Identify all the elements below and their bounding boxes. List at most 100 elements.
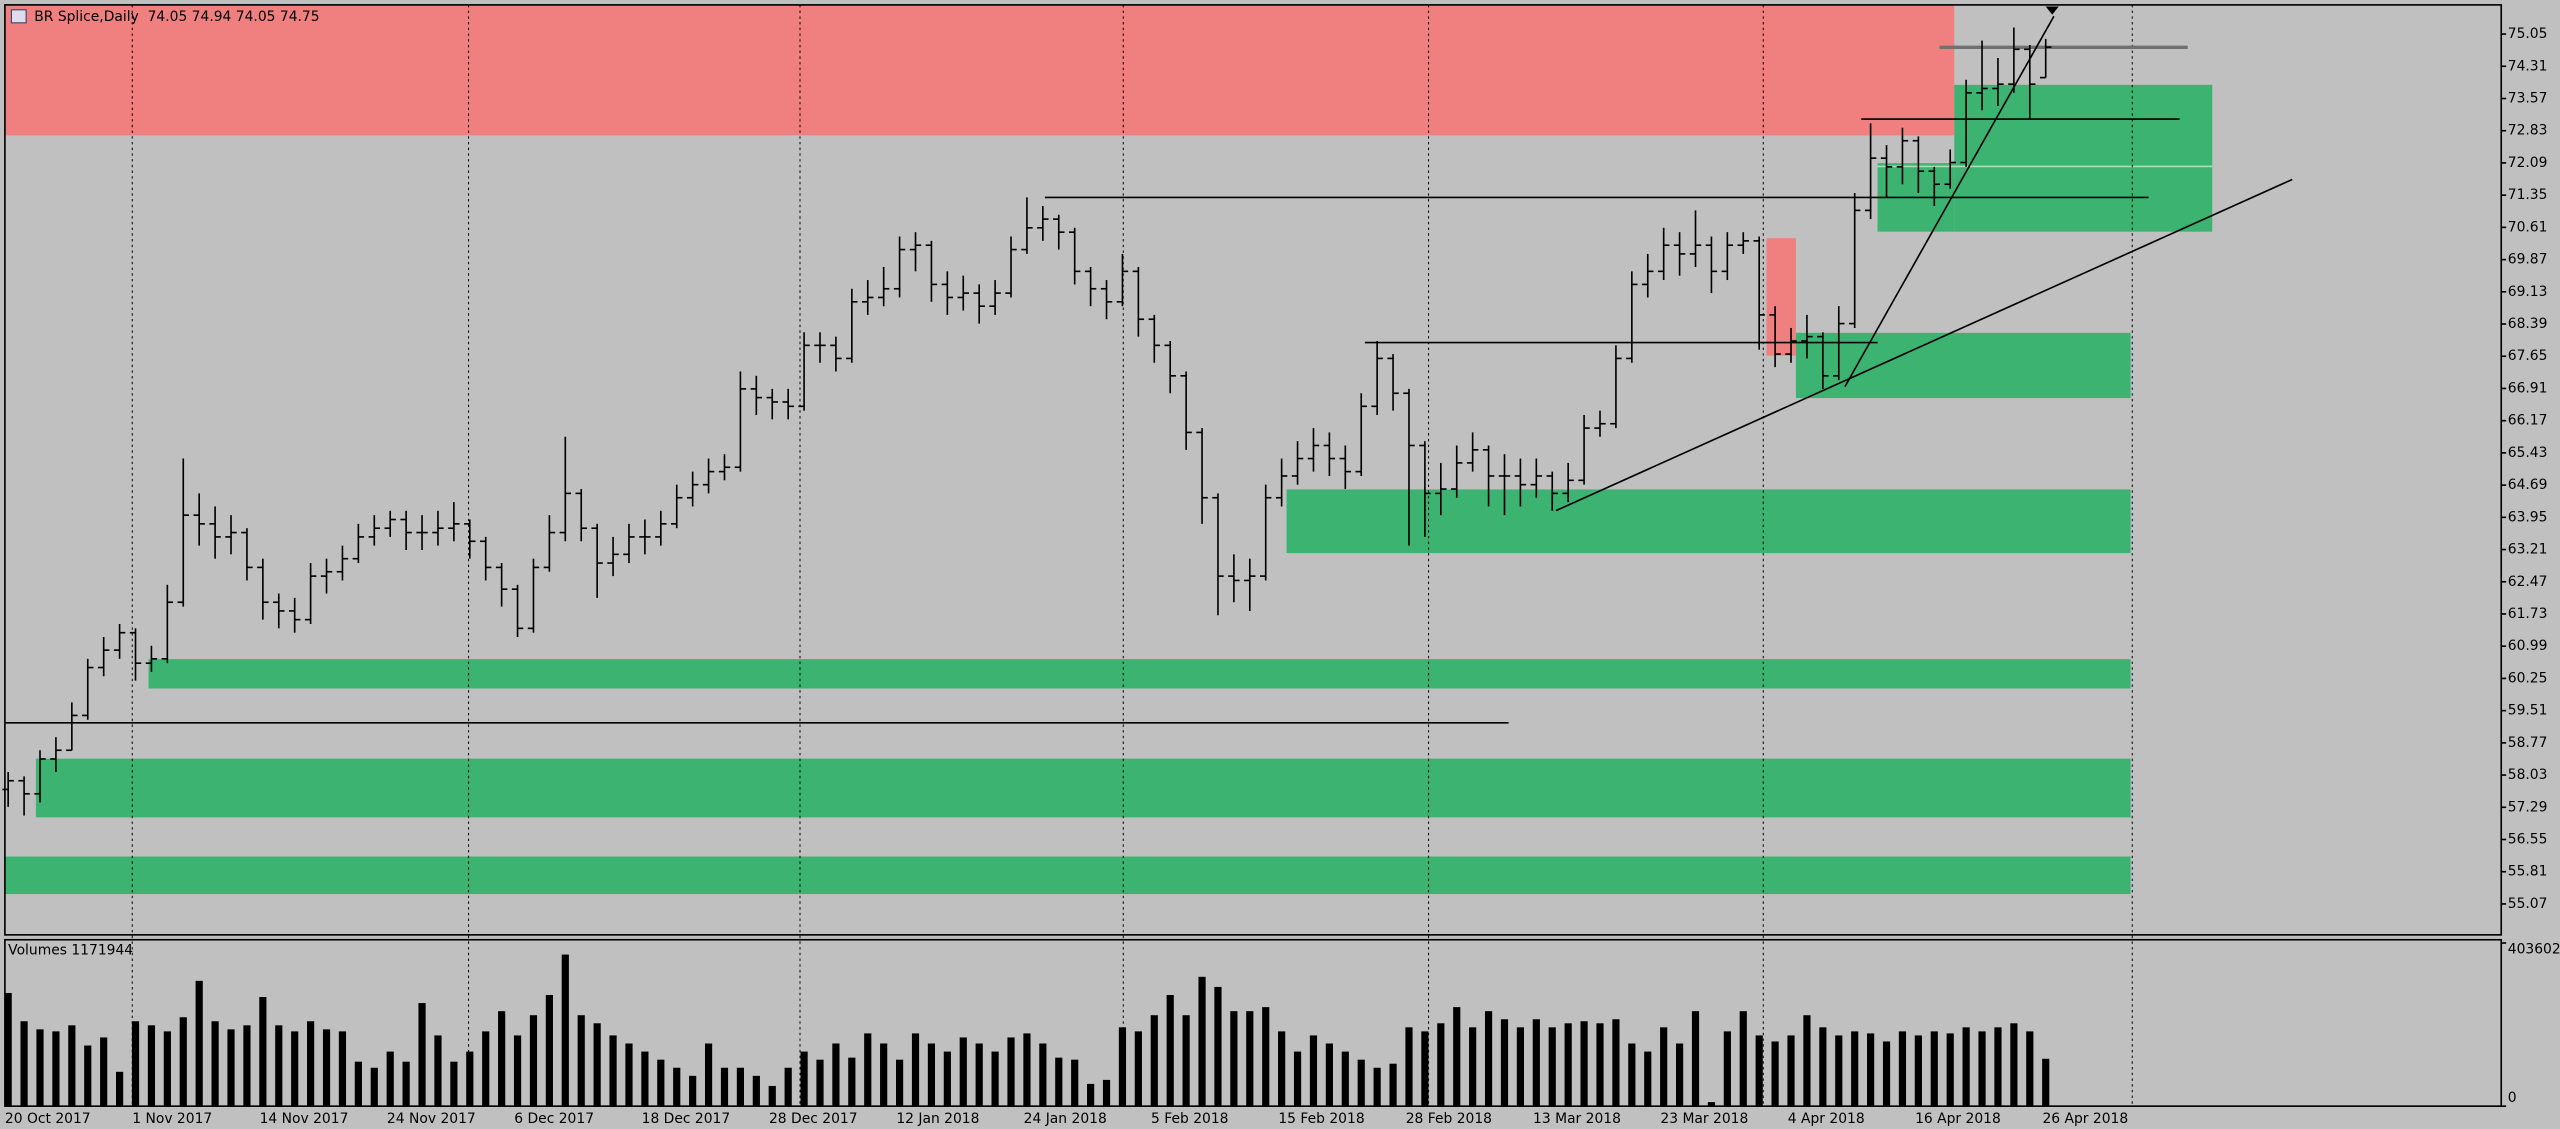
volume-bar [800, 1051, 808, 1107]
x-tick-label: 6 Dec 2017 [514, 1111, 594, 1127]
volume-bar [593, 1023, 601, 1107]
volume-bar [768, 1085, 776, 1107]
volume-bar [354, 1061, 362, 1107]
volume-bar [1039, 1043, 1047, 1107]
volume-bar [36, 1029, 44, 1107]
volume-bar [1357, 1059, 1365, 1107]
volume-bar [131, 1021, 140, 1107]
y-tick-label: 72.09 [2508, 155, 2548, 171]
y-tick-label: 55.07 [2508, 896, 2548, 912]
volume-bar [513, 1035, 522, 1107]
volume-bar [402, 1061, 410, 1107]
volume-bar [1612, 1019, 1620, 1107]
volume-bar [1214, 986, 1222, 1107]
volume-bar [1405, 1027, 1413, 1107]
volume-bar [704, 1043, 713, 1107]
volume-bar [1007, 1037, 1015, 1107]
y-tick-label: 0 [2508, 1090, 2517, 1106]
volume-bar [1803, 1015, 1811, 1107]
y-tick-label: 59.51 [2508, 703, 2548, 719]
y-tick-label: 74.31 [2508, 58, 2548, 74]
volume-bar [959, 1037, 967, 1107]
price-pane [4, 4, 2503, 936]
volume-bar [1660, 1027, 1668, 1107]
demand-zone [148, 659, 2131, 689]
volume-bar [1930, 1031, 1938, 1107]
volume-bar [259, 997, 267, 1107]
y-tick-label: 65.43 [2508, 445, 2548, 461]
x-tick-label: 15 Feb 2018 [1278, 1111, 1364, 1127]
volume-bar [1707, 1102, 1716, 1107]
volume-bar [641, 1051, 649, 1107]
volume-bar [784, 1067, 792, 1107]
volume-title: Volumes 1171944 [8, 942, 133, 958]
y-tick-label: 69.13 [2508, 284, 2548, 300]
volume-bar [896, 1059, 904, 1107]
volume-bar [466, 1051, 474, 1107]
volume-bar [1230, 1011, 1238, 1107]
demand-zone [1795, 332, 2131, 399]
volume-bar [1325, 1043, 1333, 1107]
volume-bar [1453, 1007, 1461, 1107]
y-tick-label: 66.91 [2508, 380, 2548, 396]
y-tick-label: 75.05 [2508, 26, 2548, 42]
volume-bar [84, 1045, 92, 1107]
y-tick-label: 73.57 [2508, 91, 2548, 107]
volume-bar [1835, 1035, 1843, 1107]
volume-bar [2042, 1058, 2050, 1107]
demand-zone [35, 758, 2131, 818]
y-tick-label: 63.21 [2508, 542, 2548, 558]
volume-bar [673, 1067, 681, 1107]
y-tick-label: 60.99 [2508, 638, 2548, 654]
volume-bar [52, 1031, 60, 1107]
volume-bar [1246, 1011, 1254, 1107]
volume-bar [1421, 1031, 1429, 1107]
y-tick-label: 58.77 [2508, 735, 2548, 751]
volume-bar [625, 1043, 633, 1107]
volume-bar [1946, 1033, 1954, 1107]
volume-bar [1166, 994, 1174, 1107]
volume-bar [20, 1021, 28, 1107]
x-tick-label: 16 Apr 2018 [1915, 1111, 2001, 1127]
volume-bar [227, 1029, 235, 1107]
volume-bar [609, 1035, 617, 1107]
volume-bar [386, 1051, 394, 1107]
volume-bar [1914, 1035, 1922, 1107]
volume-bar [657, 1059, 665, 1107]
volume-bar [752, 1075, 760, 1107]
volume-bar [545, 994, 553, 1107]
volume-bar [864, 1033, 872, 1107]
supply-zone [4, 4, 1955, 136]
trend-line [1555, 178, 2293, 512]
x-tick-label: 24 Jan 2018 [1024, 1111, 1107, 1127]
volume-bar [1771, 1041, 1779, 1107]
volume-bar [1309, 1035, 1318, 1107]
y-tick-label: 55.81 [2508, 864, 2548, 880]
volume-bar [307, 1021, 315, 1107]
y-tick-label: 62.47 [2508, 574, 2548, 590]
x-tick-label: 28 Feb 2018 [1406, 1111, 1492, 1127]
volume-bar [179, 1017, 187, 1107]
volume-bar [116, 1071, 124, 1107]
x-tick-label: 24 Nov 2017 [387, 1111, 476, 1127]
volume-bar [1198, 976, 1206, 1107]
volume-bar [1071, 1059, 1079, 1107]
y-tick-label: 61.73 [2508, 606, 2548, 622]
volume-bar [816, 1059, 824, 1107]
volume-bar [498, 1011, 506, 1107]
volume-bar [577, 1015, 585, 1107]
volume-bar [1580, 1021, 1588, 1107]
volume-bar [450, 1061, 458, 1107]
volume-bar [832, 1043, 840, 1107]
volume-bar [275, 1025, 283, 1107]
y-tick-label: 60.25 [2508, 670, 2548, 686]
y-tick-label: 68.39 [2508, 316, 2548, 332]
volume-bar [1978, 1031, 1986, 1107]
chart-icon [10, 9, 27, 24]
y-tick-label: 4036028 [2508, 942, 2560, 958]
x-tick-label: 18 Dec 2017 [642, 1111, 731, 1127]
volume-bar [1023, 1033, 1031, 1107]
x-tick-label: 23 Mar 2018 [1660, 1111, 1748, 1127]
